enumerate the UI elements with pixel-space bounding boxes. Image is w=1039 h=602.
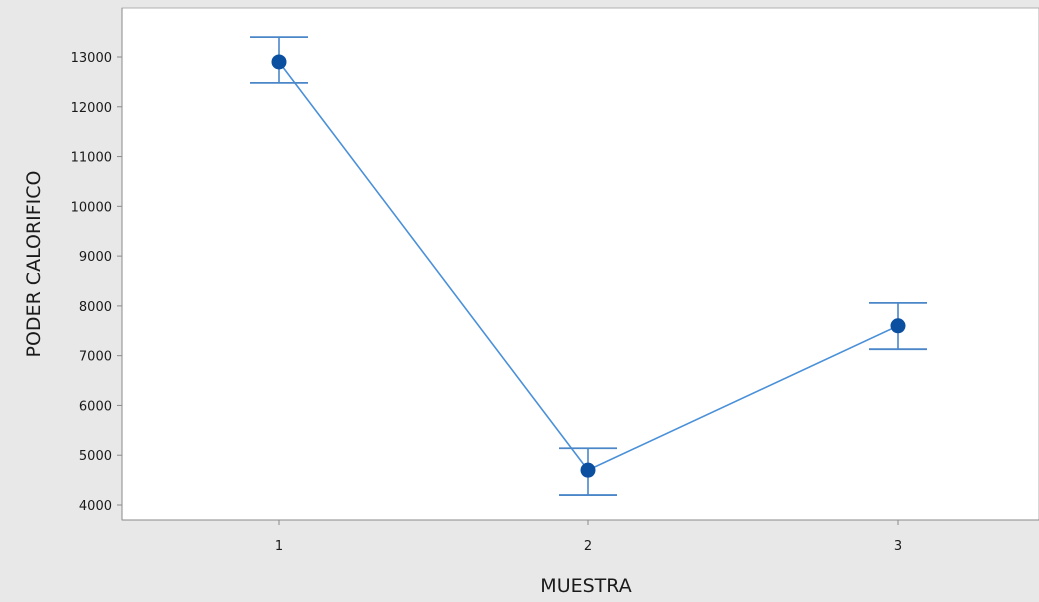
x-tick-label: 2 (584, 539, 592, 554)
y-tick-label: 11000 (71, 151, 112, 166)
y-tick-label: 10000 (71, 200, 112, 215)
y-tick-label: 5000 (79, 449, 112, 464)
x-axis-title: MUESTRA (540, 575, 631, 597)
y-ticks: 4000 5000 6000 7000 8000 9000 10000 11000 12000 1… (71, 51, 122, 514)
x-tick-label: 3 (894, 539, 902, 554)
y-tick-label: 4000 (79, 499, 112, 514)
y-tick-label: 13000 (71, 51, 112, 66)
y-tick-label: 7000 (79, 350, 112, 365)
data-point (890, 318, 906, 334)
x-ticks: 1 2 3 (275, 520, 902, 554)
series-layer (250, 36, 927, 496)
y-tick-label: 9000 (79, 250, 112, 265)
plot-area (121, 7, 1039, 521)
y-axis-title: PODER CALORIFICO (23, 171, 45, 358)
y-tick-label: 6000 (79, 399, 112, 414)
y-tick-label: 8000 (79, 300, 112, 315)
data-point (271, 54, 287, 70)
x-tick-label: 1 (275, 539, 283, 554)
y-tick-label: 12000 (71, 101, 112, 116)
data-point (580, 462, 596, 478)
